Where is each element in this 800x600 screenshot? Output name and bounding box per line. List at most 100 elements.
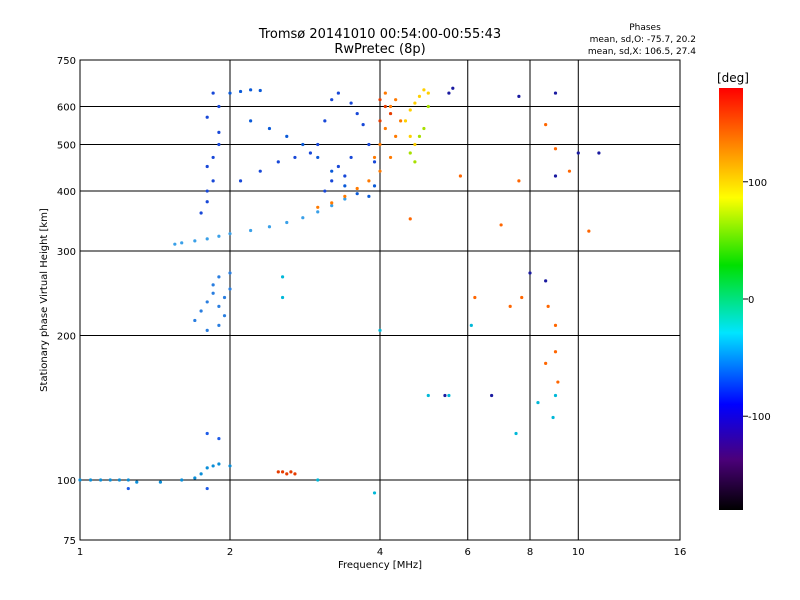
data-point [330,98,334,102]
data-point [372,155,377,160]
data-point [544,361,548,365]
data-point [285,472,289,476]
data-point [180,241,184,245]
data-point [267,225,272,229]
data-point [199,309,203,313]
data-point [355,192,359,196]
x-tick-label: 2 [227,547,233,558]
data-point [372,160,377,164]
data-point [447,91,451,95]
data-point [553,350,558,354]
data-point [447,393,451,398]
data-point [587,229,591,233]
data-point [228,271,232,275]
data-point [556,380,560,384]
data-point [267,126,272,131]
data-point [490,393,494,398]
legend-line-o: mean, sd,O: -75.7, 20.2 [590,35,696,45]
data-point [126,486,130,491]
data-point [517,179,521,183]
data-point [308,151,313,155]
data-point [372,491,377,495]
data-point [258,169,262,173]
data-point [426,393,430,398]
y-tick-label: 300 [57,247,76,258]
data-point [238,179,243,183]
data-point [403,119,408,123]
data-point [205,466,209,470]
data-point [99,478,103,482]
data-point [238,89,243,94]
data-point [285,220,289,225]
data-point [383,91,387,95]
data-point [343,174,347,178]
data-point [330,201,334,205]
data-point [217,462,221,466]
colorbar: [deg] 100 0 -100 [717,71,771,510]
data-point [417,134,422,138]
data-point [413,142,417,147]
data-point [408,134,412,138]
data-point [473,295,477,300]
data-point [388,111,393,116]
data-point [211,291,215,295]
data-point [316,205,320,209]
data-point [422,126,426,131]
plot-area: 1 2 4 6 8 10 16 75 100 200 300 400 500 600 750 [57,56,686,558]
data-point [193,239,197,243]
y-tick-label: 400 [57,187,76,198]
data-point [135,480,139,484]
colorbar-ticks: 100 0 -100 [743,178,771,423]
data-point [249,228,253,233]
data-point [249,88,253,92]
data-point [378,328,382,332]
colorbar-tick-label: -100 [748,412,771,423]
data-point [228,232,232,236]
data-point [258,88,262,93]
data-points [78,86,601,495]
data-point [205,115,209,119]
data-point [217,104,221,109]
data-point [567,169,572,173]
data-point [355,186,359,191]
x-tick-labels: 1 2 4 6 8 10 16 [77,547,687,558]
data-point [193,476,197,480]
data-point [205,328,209,332]
data-point [388,104,393,109]
data-point [280,470,285,474]
data-point [553,174,558,178]
data-point [205,164,209,169]
data-point [276,160,280,164]
data-point [211,283,215,287]
data-point [316,210,320,214]
data-point [388,155,393,160]
chart-title: Tromsø 20141010 00:54:00-00:55:43 [258,27,501,42]
data-point [211,464,215,468]
data-point [426,104,430,109]
data-point [378,169,382,173]
data-point [217,323,221,327]
data-point [469,323,473,327]
data-point [508,304,512,309]
data-point [336,91,340,95]
colorbar-gradient [719,88,743,510]
data-point [222,314,227,318]
data-point [413,101,417,105]
data-point [355,111,359,116]
data-point [276,470,280,474]
colorbar-tick-label: 0 [748,295,754,306]
data-point [514,431,518,436]
data-point [553,91,558,95]
data-point [217,436,221,441]
data-point [280,295,285,300]
data-point [217,142,221,147]
data-point [367,142,371,147]
data-point [546,304,550,309]
data-point [211,91,215,95]
x-tick-label: 16 [674,547,687,558]
data-point [158,480,163,484]
data-point [316,478,320,482]
y-tick-labels: 75 100 200 300 400 500 600 750 [57,56,76,547]
data-point [217,130,221,134]
data-point [408,151,412,155]
